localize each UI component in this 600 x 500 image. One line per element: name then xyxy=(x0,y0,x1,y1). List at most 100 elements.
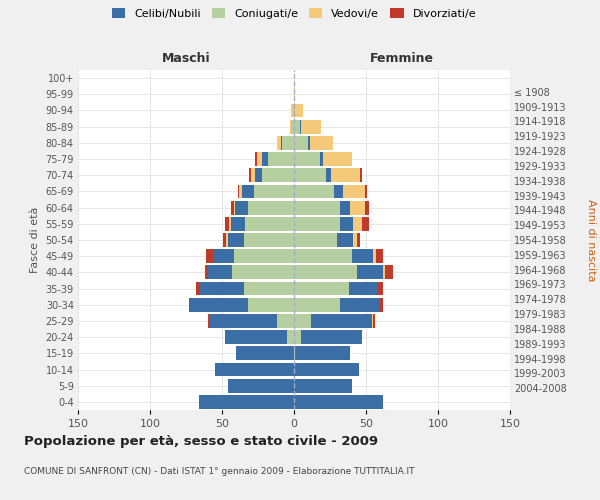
Bar xyxy=(334,184,343,198)
Bar xyxy=(294,379,352,392)
Bar xyxy=(360,168,362,182)
Bar xyxy=(373,250,376,263)
Bar xyxy=(295,346,350,360)
Bar xyxy=(232,266,294,280)
Bar xyxy=(294,168,326,182)
Bar xyxy=(228,379,294,392)
Bar xyxy=(290,120,291,134)
Bar xyxy=(255,168,262,182)
Bar xyxy=(350,200,365,214)
Bar xyxy=(337,233,353,247)
Text: Femmine: Femmine xyxy=(370,52,434,65)
Bar xyxy=(200,282,244,296)
Bar xyxy=(230,217,245,230)
Bar xyxy=(380,298,383,312)
Bar xyxy=(251,168,255,182)
Bar xyxy=(326,168,331,182)
Bar xyxy=(300,120,301,134)
Bar xyxy=(294,88,295,101)
Bar xyxy=(308,136,310,149)
Bar xyxy=(206,250,214,263)
Bar xyxy=(238,184,239,198)
Bar xyxy=(242,184,254,198)
Bar xyxy=(362,217,369,230)
Bar xyxy=(208,314,209,328)
Bar xyxy=(196,282,200,296)
Bar xyxy=(228,233,244,247)
Bar xyxy=(244,282,294,296)
Bar xyxy=(353,217,362,230)
Bar xyxy=(291,104,293,118)
Bar xyxy=(287,330,294,344)
Bar xyxy=(365,200,369,214)
Bar xyxy=(214,250,233,263)
Bar xyxy=(340,298,380,312)
Bar xyxy=(248,200,294,214)
Bar xyxy=(209,314,277,328)
Bar xyxy=(294,233,337,247)
Bar xyxy=(248,298,294,312)
Bar xyxy=(190,298,248,312)
Bar xyxy=(377,282,383,296)
Bar xyxy=(233,200,235,214)
Bar xyxy=(277,314,294,328)
Bar xyxy=(226,233,228,247)
Legend: Celibi/Nubili, Coniugati/e, Vedovi/e, Divorziati/e: Celibi/Nubili, Coniugati/e, Vedovi/e, Di… xyxy=(112,8,476,19)
Bar xyxy=(352,250,373,263)
Bar xyxy=(255,152,257,166)
Bar xyxy=(277,136,281,149)
Bar xyxy=(385,266,394,280)
Bar xyxy=(281,136,283,149)
Bar xyxy=(373,314,374,328)
Bar xyxy=(353,233,358,247)
Bar xyxy=(294,152,320,166)
Bar xyxy=(229,217,230,230)
Bar xyxy=(230,200,233,214)
Bar xyxy=(268,152,294,166)
Bar xyxy=(301,120,322,134)
Bar xyxy=(291,120,294,134)
Bar xyxy=(225,330,287,344)
Text: Popolazione per età, sesso e stato civile - 2009: Popolazione per età, sesso e stato civil… xyxy=(24,435,378,448)
Bar xyxy=(225,217,229,230)
Bar xyxy=(343,184,365,198)
Bar xyxy=(295,104,302,118)
Bar xyxy=(283,136,294,149)
Bar xyxy=(294,200,340,214)
Bar xyxy=(376,250,383,263)
Bar xyxy=(310,136,333,149)
Bar xyxy=(257,152,262,166)
Bar xyxy=(236,346,294,360)
Text: COMUNE DI SANFRONT (CN) - Dati ISTAT 1° gennaio 2009 - Elaborazione TUTTITALIA.I: COMUNE DI SANFRONT (CN) - Dati ISTAT 1° … xyxy=(24,468,415,476)
Bar xyxy=(244,233,294,247)
Bar xyxy=(215,362,294,376)
Bar xyxy=(189,298,190,312)
Text: Maschi: Maschi xyxy=(161,52,211,65)
Bar xyxy=(340,217,353,230)
Bar xyxy=(331,168,360,182)
Bar xyxy=(294,282,349,296)
Bar xyxy=(372,314,373,328)
Bar xyxy=(294,217,340,230)
Bar xyxy=(294,314,311,328)
Bar xyxy=(358,233,360,247)
Bar xyxy=(294,104,295,118)
Bar xyxy=(294,298,340,312)
Bar xyxy=(383,266,385,280)
Bar xyxy=(223,233,226,247)
Y-axis label: Anni di nascita: Anni di nascita xyxy=(586,198,596,281)
Bar xyxy=(293,104,294,118)
Bar xyxy=(208,266,232,280)
Bar xyxy=(358,266,383,280)
Bar xyxy=(294,136,308,149)
Bar xyxy=(365,184,367,198)
Bar xyxy=(205,266,208,280)
Bar xyxy=(294,120,300,134)
Bar xyxy=(294,266,358,280)
Bar xyxy=(235,200,248,214)
Bar xyxy=(294,184,334,198)
Bar xyxy=(254,184,294,198)
Bar xyxy=(199,395,294,409)
Bar xyxy=(323,152,352,166)
Bar xyxy=(250,168,251,182)
